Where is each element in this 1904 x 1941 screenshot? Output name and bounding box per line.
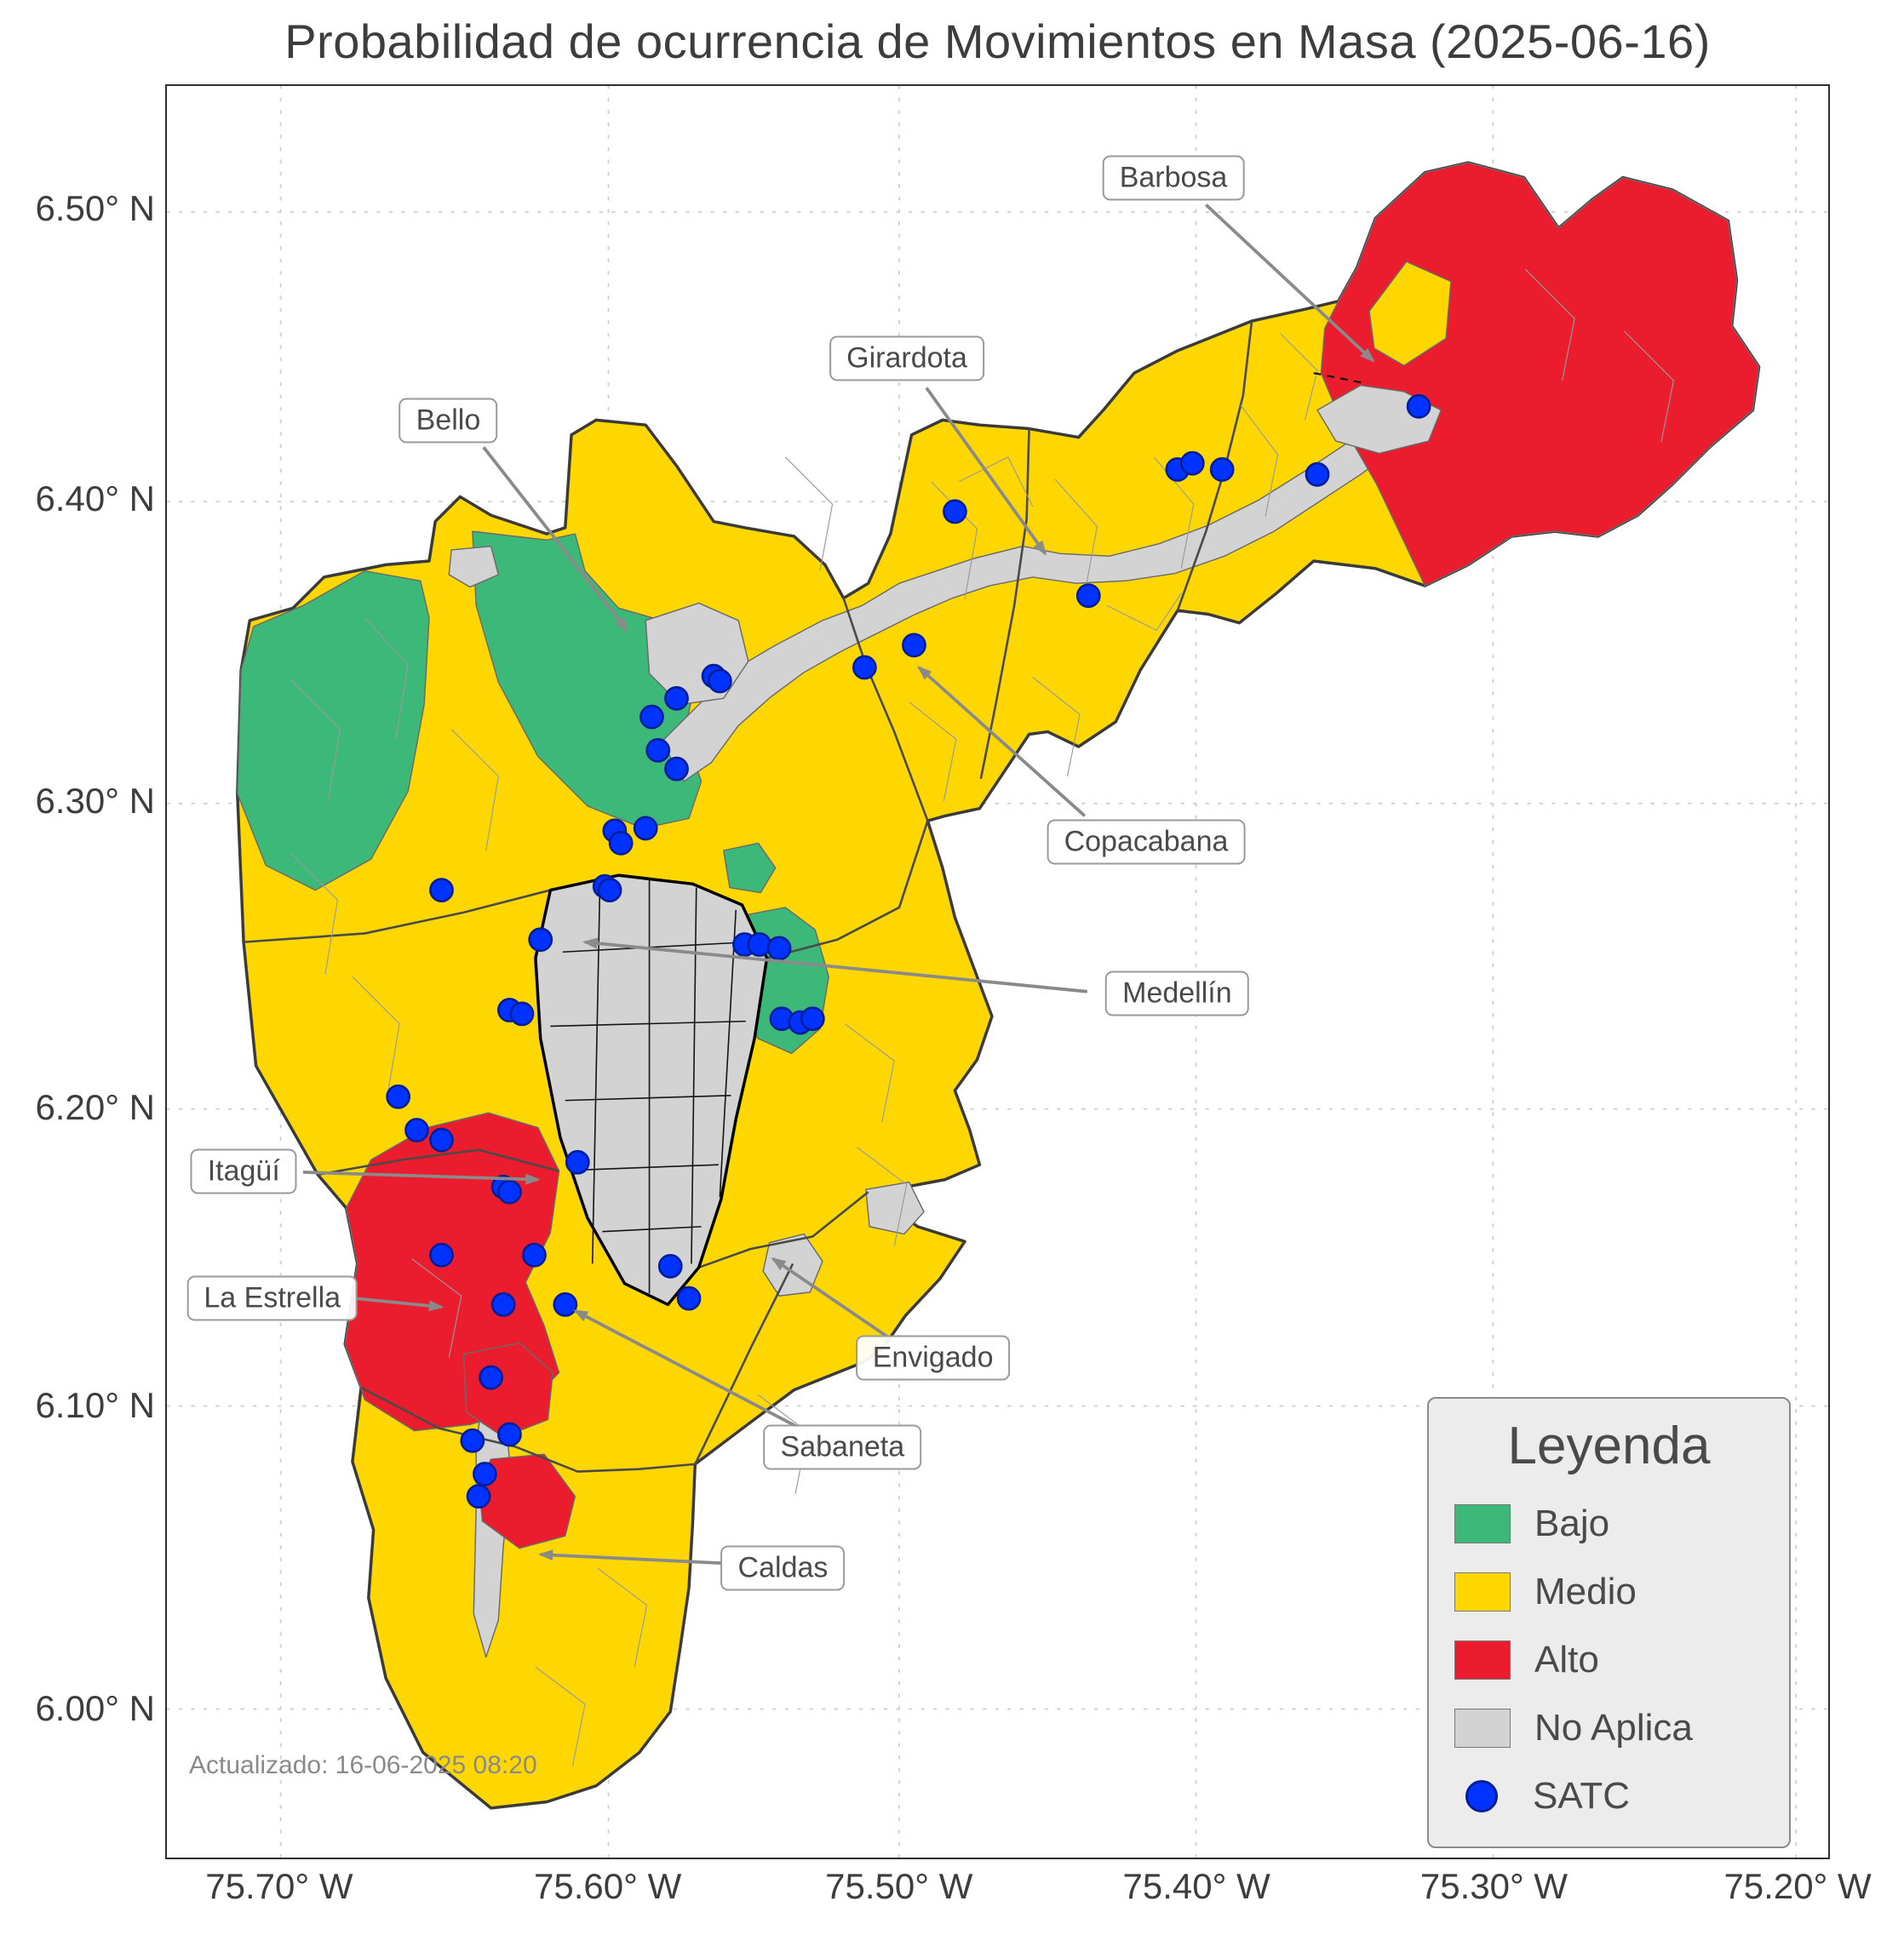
annotation-girardota: Girardota [829, 335, 984, 381]
satc-dot [664, 756, 689, 782]
legend-items: Bajo Medio Alto No Aplica SATC [1454, 1490, 1763, 1830]
satc-dot [645, 737, 671, 763]
y-tick-label: 6.20° N [35, 1087, 155, 1128]
satc-dot [497, 1179, 522, 1205]
satc-dot [1179, 450, 1205, 476]
region-bajo-west [237, 570, 430, 891]
legend-item-alto: Alto [1454, 1626, 1763, 1694]
map-canvas [167, 86, 1828, 1858]
annotation-la-estrella: La Estrella [186, 1275, 358, 1321]
annotation-sabaneta: Sabaneta [763, 1424, 922, 1470]
plot-area: Barbosa Girardota Bello Copacabana Medellín I… [165, 84, 1830, 1859]
annotation-envigado: Envigado [855, 1335, 1011, 1381]
annotation-labels: Barbosa Girardota Bello Copacabana Medellín I… [167, 86, 1828, 1858]
satc-dot [657, 1253, 683, 1279]
satc-dot [522, 1242, 547, 1268]
satc-dot [1305, 461, 1330, 487]
annotation-caldas: Caldas [720, 1545, 846, 1591]
legend-label-alto: Alto [1534, 1639, 1599, 1680]
legend-swatch-bajo [1454, 1504, 1511, 1543]
region-bajo-center [722, 842, 777, 894]
satc-dot [429, 1242, 454, 1268]
satc-dot [460, 1428, 485, 1453]
satc-dot [429, 878, 454, 902]
satc-dot [565, 1149, 590, 1175]
satc-legend-dot [1454, 1780, 1509, 1812]
satc-dot [608, 830, 634, 856]
map-title: Probabilidad de ocurrencia de Movimiento… [284, 14, 1711, 68]
legend-swatch-alto [1454, 1640, 1511, 1680]
satc-dot [429, 1127, 454, 1153]
legend-swatch-no-aplica [1454, 1709, 1511, 1748]
x-tick-label: 75.50° W [825, 1866, 973, 1906]
y-tick-label: 6.40° N [35, 478, 155, 519]
satc-dot [664, 685, 689, 711]
legend-label-bajo: Bajo [1534, 1503, 1610, 1544]
annotation-arrows [302, 203, 1375, 1566]
y-tick-label: 6.10° N [35, 1384, 155, 1425]
satc-dot [404, 1118, 429, 1142]
x-tick-label: 75.30° W [1419, 1866, 1569, 1906]
legend-item-bajo: Bajo [1454, 1490, 1763, 1558]
municipality-boundaries [243, 268, 1675, 1766]
legend-label-no-aplica: No Aplica [1534, 1707, 1693, 1749]
region-noaplica-east [865, 1181, 925, 1235]
satc-dot [1075, 583, 1101, 609]
satc-dot [497, 1422, 522, 1447]
satc-dot [1406, 393, 1431, 419]
satc-points-layer [386, 393, 1431, 1509]
satc-dot [852, 655, 877, 680]
x-tick-label: 75.60° W [534, 1866, 682, 1906]
satc-dot [472, 1462, 497, 1486]
satc-dot [553, 1292, 578, 1317]
y-tick-label: 6.50° N [35, 188, 155, 229]
legend-item-no-aplica: No Aplica [1454, 1694, 1763, 1762]
satc-dot [942, 499, 967, 524]
satc-dot [509, 1001, 535, 1027]
annotation-barbosa: Barbosa [1102, 155, 1245, 201]
satc-dot [800, 1006, 825, 1032]
legend-label-satc: SATC [1533, 1775, 1631, 1817]
satc-dot [490, 1292, 516, 1317]
y-tick-label: 6.30° N [35, 781, 155, 822]
x-tick-label: 75.20° W [1723, 1866, 1872, 1906]
satc-dot [479, 1365, 503, 1390]
satc-dot [639, 704, 664, 730]
satc-dot [707, 668, 732, 694]
region-alto-barbosa [1320, 162, 1760, 587]
satc-dot [676, 1285, 702, 1311]
legend-title: Leyenda [1507, 1417, 1711, 1475]
region-noaplica-west-bello [448, 545, 500, 588]
annotation-medellin: Medellín [1105, 970, 1249, 1016]
legend: Leyenda Bajo Medio Alto No Aplica SATC [1427, 1397, 1791, 1848]
satc-dot [1209, 457, 1235, 482]
satc-dot [902, 633, 926, 658]
satc-dot [766, 936, 792, 961]
satc-dot [386, 1084, 411, 1109]
legend-label-medio: Medio [1534, 1571, 1637, 1612]
x-tick-label: 75.40° W [1122, 1866, 1270, 1906]
y-tick-label: 6.00° N [35, 1688, 155, 1729]
annotation-copacabana: Copacabana [1047, 819, 1246, 865]
x-tick-label: 75.70° W [205, 1866, 353, 1906]
updated-text: Actualizado: 16-06-2025 08:20 [189, 1751, 537, 1779]
annotation-bello: Bello [399, 398, 498, 444]
annotation-itagui: Itagüí [190, 1148, 297, 1194]
legend-swatch-medio [1454, 1572, 1511, 1612]
satc-dot [597, 878, 622, 902]
legend-item-medio: Medio [1454, 1558, 1763, 1626]
satc-dot [633, 816, 658, 841]
satc-dot [528, 927, 553, 953]
satc-dot [466, 1484, 491, 1509]
legend-item-satc: SATC [1454, 1762, 1763, 1830]
